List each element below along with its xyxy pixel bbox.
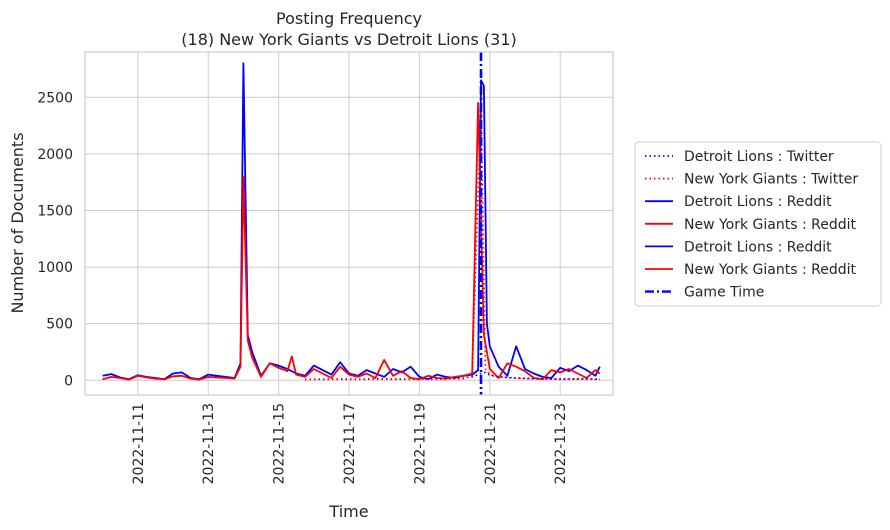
series-line-2 bbox=[102, 62, 601, 381]
x-tick-labels: 2022-11-11 2022-11-13 2022-11-15 2022-11-17… bbox=[131, 403, 569, 484]
y-tick-label: 2500 bbox=[37, 90, 73, 106]
chart-subtitle: (18) New York Giants vs Detroit Lions (3… bbox=[181, 30, 516, 49]
series-line-3 bbox=[102, 102, 601, 381]
series-layer bbox=[102, 62, 601, 381]
grid bbox=[85, 52, 613, 395]
x-axis-label: Time bbox=[328, 502, 368, 521]
legend-label: Detroit Lions : Reddit bbox=[684, 194, 832, 210]
legend-label: Detroit Lions : Reddit bbox=[684, 239, 832, 255]
legend-box bbox=[634, 141, 882, 307]
legend-label: Detroit Lions : Twitter bbox=[684, 149, 834, 165]
x-tick-label: 2022-11-23 bbox=[553, 403, 569, 484]
plot-frame bbox=[84, 51, 614, 396]
y-tick-label: 2000 bbox=[37, 147, 73, 163]
x-tick-label: 2022-11-17 bbox=[342, 403, 358, 484]
legend-label: New York Giants : Reddit bbox=[684, 262, 857, 278]
x-tick-label: 2022-11-11 bbox=[131, 403, 147, 484]
x-tick-label: 2022-11-15 bbox=[272, 403, 288, 484]
legend-label: New York Giants : Reddit bbox=[684, 217, 857, 233]
legend: Detroit Lions : Twitter New York Giants :… bbox=[634, 141, 882, 307]
legend-label: New York Giants : Twitter bbox=[684, 172, 858, 188]
y-tick-label: 1000 bbox=[37, 260, 73, 276]
y-tick-label: 500 bbox=[46, 317, 73, 333]
chart-title: Posting Frequency bbox=[276, 9, 422, 28]
x-tick-label: 2022-11-21 bbox=[483, 403, 499, 484]
series-line-1 bbox=[304, 102, 600, 381]
y-tick-label: 1500 bbox=[37, 203, 73, 219]
y-axis-label: Number of Documents bbox=[8, 132, 27, 313]
x-tick-label: 2022-11-19 bbox=[412, 403, 428, 484]
legend-label: Game Time bbox=[684, 285, 764, 301]
y-tick-label: 0 bbox=[64, 373, 73, 389]
x-tick-label: 2022-11-13 bbox=[201, 403, 217, 484]
y-tick-labels: 0 500 1000 1500 2000 2500 bbox=[37, 90, 73, 389]
